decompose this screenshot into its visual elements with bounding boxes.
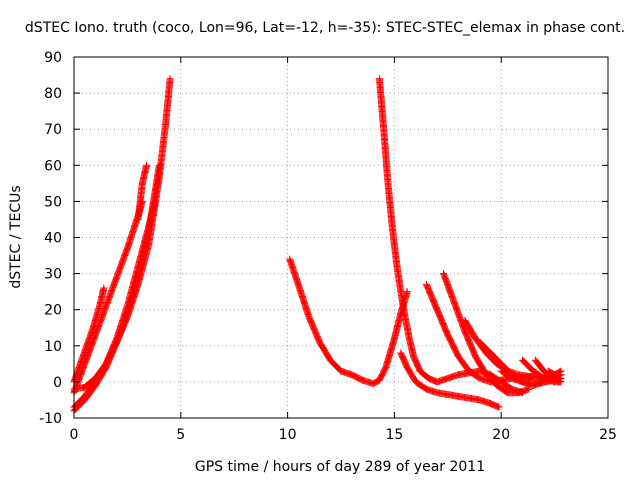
y-tick-label: 30 [44,267,62,283]
series-11 [440,270,533,397]
y-tick-label: 10 [44,339,62,355]
y-tick-label: 90 [44,50,62,66]
axis-ticks: 0 5 10 15 20 25 -10 0 10 20 30 40 50 60 70 80 90 [39,50,617,443]
y-tick-label: -10 [39,411,62,427]
data-point [495,403,503,411]
y-axis-label: dSTEC / TECUs [8,185,24,288]
x-tick-label: 0 [70,427,79,443]
data-point [557,367,565,375]
series-17 [544,367,565,379]
data-point [100,284,108,292]
x-tick-label: 25 [599,427,617,443]
y-tick-label: 80 [44,86,62,102]
data-point [403,288,411,296]
x-tick-label: 15 [385,427,403,443]
x-axis-label: GPS time / hours of day 289 of year 2011 [195,459,485,475]
x-tick-label: 10 [279,427,297,443]
data-point [557,378,565,386]
data-point [166,75,174,83]
series-3 [134,161,151,223]
series-16 [531,356,565,386]
series-8 [375,75,527,397]
y-tick-label: 20 [44,303,62,319]
series-7 [286,255,411,388]
y-tick-label: 50 [44,194,62,210]
x-tick-label: 5 [176,427,185,443]
data-point [155,161,163,169]
data-point [556,368,564,376]
y-tick-label: 60 [44,158,62,174]
series-markers [70,75,565,415]
series-6 [70,161,163,415]
y-tick-label: 40 [44,231,62,247]
x-tick-label: 20 [492,427,510,443]
chart-title: dSTEC Iono. truth (coco, Lon=96, Lat=-12… [25,20,625,36]
y-tick-label: 70 [44,122,62,138]
series-9 [397,349,503,411]
y-tick-label: 0 [53,375,62,391]
data-point [143,161,151,169]
